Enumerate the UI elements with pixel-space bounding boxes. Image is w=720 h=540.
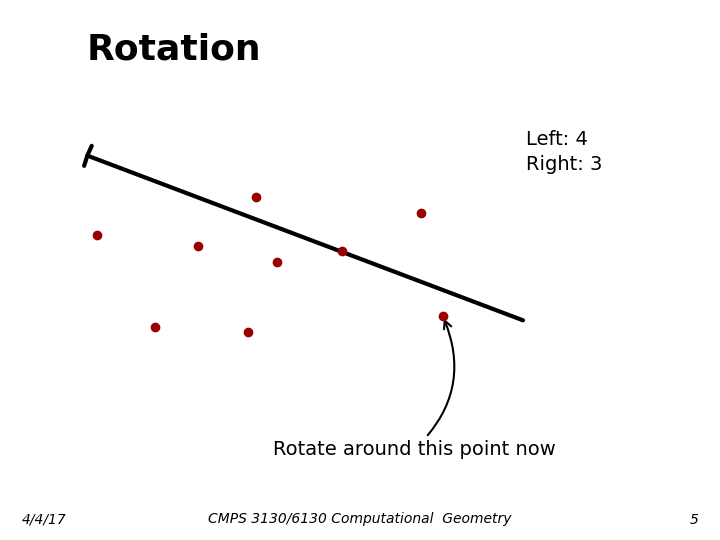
Text: CMPS 3130/6130 Computational  Geometry: CMPS 3130/6130 Computational Geometry <box>208 512 512 526</box>
Text: Rotate around this point now: Rotate around this point now <box>273 321 555 459</box>
Text: Rotation: Rotation <box>86 32 261 66</box>
Text: 4/4/17: 4/4/17 <box>22 512 66 526</box>
Text: 5: 5 <box>690 512 698 526</box>
Text: Left: 4
Right: 3: Left: 4 Right: 3 <box>526 130 602 173</box>
